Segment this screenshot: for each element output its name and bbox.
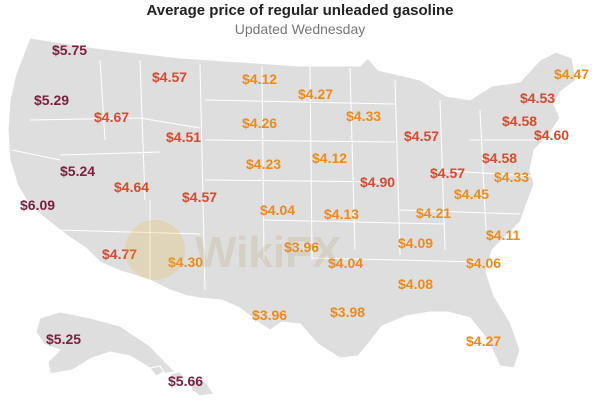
- hawaii-shape: [149, 365, 215, 397]
- state-border-line: [11, 149, 61, 161]
- price-label: $4.33: [346, 108, 381, 124]
- price-label: $4.30: [168, 254, 203, 270]
- price-label: $4.11: [486, 227, 520, 243]
- price-label: $4.53: [520, 90, 555, 106]
- state-border-line: [429, 169, 535, 177]
- state-border-line: [399, 209, 521, 215]
- state-border-line: [59, 229, 201, 235]
- price-label: $4.64: [114, 179, 149, 195]
- price-label: $4.13: [324, 206, 359, 222]
- state-borders: [11, 59, 548, 291]
- price-label: $4.21: [416, 205, 451, 221]
- state-border-line: [139, 59, 146, 201]
- price-label: $4.57: [152, 69, 187, 85]
- price-label: $4.27: [466, 333, 501, 349]
- price-label: $4.08: [398, 276, 433, 292]
- price-label: $4.04: [328, 255, 363, 271]
- price-label: $3.98: [330, 304, 365, 320]
- price-label: $4.33: [494, 169, 529, 185]
- price-label: $4.58: [502, 113, 537, 129]
- state-border-line: [204, 179, 396, 183]
- price-label: $3.96: [284, 239, 319, 255]
- state-border-line: [309, 65, 313, 261]
- state-border-line: [29, 117, 141, 121]
- price-label: $5.25: [46, 331, 81, 347]
- price-label: $4.51: [166, 129, 201, 145]
- price-label: $6.09: [20, 197, 55, 213]
- price-label: $4.90: [360, 174, 395, 190]
- state-border-line: [139, 117, 201, 129]
- state-border-line: [261, 65, 265, 261]
- price-label: $4.47: [554, 66, 589, 82]
- contiguous-us-shape: [7, 37, 577, 369]
- state-border-line: [204, 99, 396, 105]
- price-label: $4.12: [242, 71, 277, 87]
- state-border-line: [311, 257, 481, 263]
- land-shapes: [7, 37, 577, 397]
- price-label: $4.06: [466, 255, 501, 271]
- price-label: $4.57: [182, 189, 217, 205]
- state-border-line: [479, 109, 487, 231]
- price-label: $4.23: [246, 156, 281, 172]
- state-border-line: [99, 59, 106, 141]
- price-label: $5.66: [168, 373, 203, 389]
- price-label: $5.24: [60, 163, 95, 179]
- price-label: $3.96: [252, 307, 287, 323]
- price-label: $4.60: [534, 127, 569, 143]
- price-label: $4.45: [454, 186, 489, 202]
- price-label: $4.27: [298, 86, 333, 102]
- price-label: $4.67: [94, 109, 129, 125]
- price-label: $4.58: [482, 150, 517, 166]
- price-label: $5.75: [52, 42, 87, 58]
- state-border-line: [349, 67, 356, 251]
- price-label: $4.26: [242, 115, 277, 131]
- state-border-line: [263, 219, 446, 225]
- map-title: Average price of regular unleaded gasoli…: [146, 2, 454, 19]
- state-border-line: [394, 79, 401, 256]
- price-label: $5.29: [34, 92, 69, 108]
- price-label: $4.12: [312, 150, 347, 166]
- price-label: $4.57: [404, 128, 439, 144]
- state-border-line: [439, 99, 446, 251]
- price-labels: $5.75 $4.57 $4.12 $4.27 $4.47 $5.29 $4.67 $4.26…: [20, 42, 589, 389]
- state-border-line: [199, 63, 206, 291]
- price-label: $4.77: [102, 246, 137, 262]
- price-label: $4.04: [260, 202, 295, 218]
- map-subtitle: Updated Wednesday: [234, 21, 366, 37]
- price-label: $4.09: [398, 235, 433, 251]
- alaska-shape: [35, 311, 177, 375]
- price-label: $4.57: [430, 165, 465, 181]
- state-border-line: [204, 139, 396, 143]
